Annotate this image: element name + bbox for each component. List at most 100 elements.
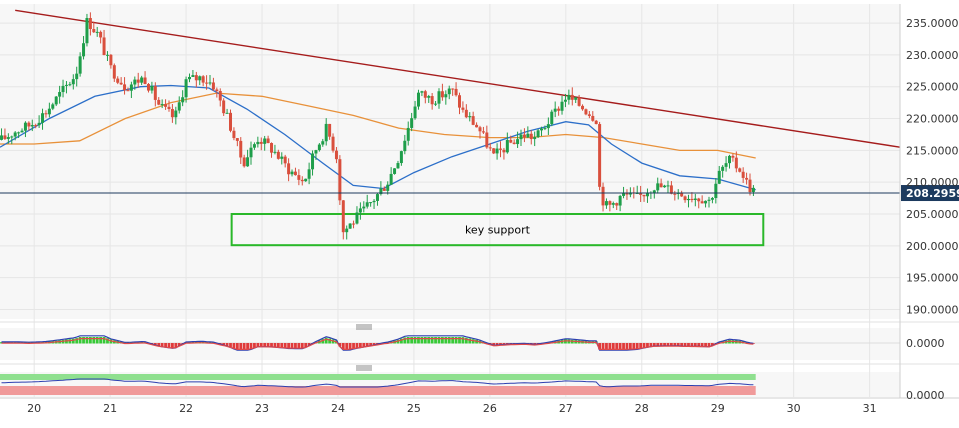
indicator-2-upper-band (0, 374, 756, 380)
histogram-bar (752, 343, 755, 344)
candle-body (297, 175, 301, 180)
candle-body (276, 151, 280, 159)
histogram-bar (608, 343, 612, 350)
candle-body (44, 113, 48, 115)
candle-body (413, 106, 417, 119)
histogram-bar (283, 343, 287, 348)
candle-body (51, 104, 55, 109)
candle-body (321, 141, 325, 145)
candle-body (437, 91, 441, 104)
histogram-bar (471, 339, 475, 344)
candle-body (656, 183, 660, 191)
histogram-bar (92, 337, 96, 344)
candle-body (700, 201, 704, 204)
histogram-bar (355, 343, 359, 348)
histogram-bar (85, 337, 89, 344)
candle-body (82, 43, 86, 57)
key-support-box (230, 213, 765, 247)
candle-body (334, 150, 338, 160)
candle-body (481, 131, 485, 133)
candle-body (300, 179, 304, 182)
histogram-bar (157, 343, 161, 347)
candle-body (724, 163, 728, 167)
panel-resize-handle-1[interactable] (356, 324, 372, 330)
histogram-bar (259, 343, 263, 347)
x-tick-label: 23 (255, 402, 269, 415)
candle-body (622, 193, 626, 196)
candle-body (540, 128, 544, 131)
main-panel-background (0, 4, 900, 319)
histogram-bar (649, 343, 653, 347)
candle-body (311, 153, 315, 170)
candle-body (714, 183, 718, 199)
candle-body (167, 106, 171, 109)
candle-body (594, 120, 598, 125)
candle-body (23, 122, 27, 131)
x-tick-label: 26 (483, 402, 497, 415)
indicator-1-tick-label: 0.0000 (906, 337, 945, 350)
candle-body (403, 140, 407, 152)
x-tick-label: 31 (863, 402, 877, 415)
candle-body (153, 86, 157, 100)
candle-body (75, 73, 79, 80)
candle-body (485, 132, 489, 148)
candle-body (697, 198, 701, 202)
histogram-bar (687, 343, 690, 347)
y-tick-label: 230.0000 (906, 49, 959, 62)
y-axis-ticks: 235.0000 230.0000 225.0000 220.0000 215.0000… (906, 17, 959, 316)
annotation-layer: key support (230, 213, 765, 247)
candle-body (235, 138, 239, 141)
candle-body (6, 137, 10, 139)
histogram-bar (239, 343, 243, 350)
resistance-trendline (15, 9, 901, 148)
candle-body (536, 130, 540, 138)
candle-body (280, 156, 284, 159)
histogram-bar (502, 343, 506, 345)
candle-body (717, 170, 721, 184)
candle-body (434, 103, 438, 105)
histogram-bar (321, 339, 325, 344)
candle-body (256, 141, 260, 145)
candle-body (727, 155, 731, 164)
candle-body (526, 133, 530, 138)
candle-body (502, 149, 506, 153)
candle-body (608, 201, 612, 205)
candle-body (598, 124, 602, 187)
candle-body (393, 168, 397, 174)
x-tick-label: 25 (407, 402, 421, 415)
y-tick-label: 190.0000 (906, 303, 959, 316)
candle-body (54, 96, 58, 105)
candle-body (198, 76, 202, 81)
candle-body (543, 128, 547, 130)
candle-body (464, 109, 468, 118)
candle-body (416, 92, 420, 107)
candle-body (546, 124, 550, 129)
histogram-bar (406, 337, 410, 344)
histogram-bar (246, 343, 249, 350)
candle-body (420, 91, 424, 93)
candle-body (447, 88, 451, 95)
candle-body (683, 196, 687, 201)
candle-body (625, 193, 629, 195)
panel-resize-handle-2[interactable] (356, 365, 372, 371)
candle-body (266, 138, 270, 144)
histogram-bar (304, 343, 308, 348)
candle-body (659, 183, 663, 188)
candle-body (741, 171, 745, 178)
histogram-bar (625, 343, 629, 350)
y-tick-label: 215.0000 (906, 144, 959, 157)
histogram-bar (564, 339, 567, 344)
histogram-bar (605, 343, 608, 350)
x-tick-label: 28 (635, 402, 649, 415)
histogram-bar (464, 337, 468, 344)
candle-body (669, 185, 673, 194)
histogram-bar (229, 343, 232, 348)
x-tick-label: 21 (103, 402, 117, 415)
y-tick-label: 220.0000 (906, 113, 959, 126)
histogram-bar (642, 343, 646, 348)
candle-body (505, 139, 509, 153)
candle-body (140, 77, 144, 83)
candle-body (68, 84, 72, 86)
candle-body (352, 223, 356, 225)
